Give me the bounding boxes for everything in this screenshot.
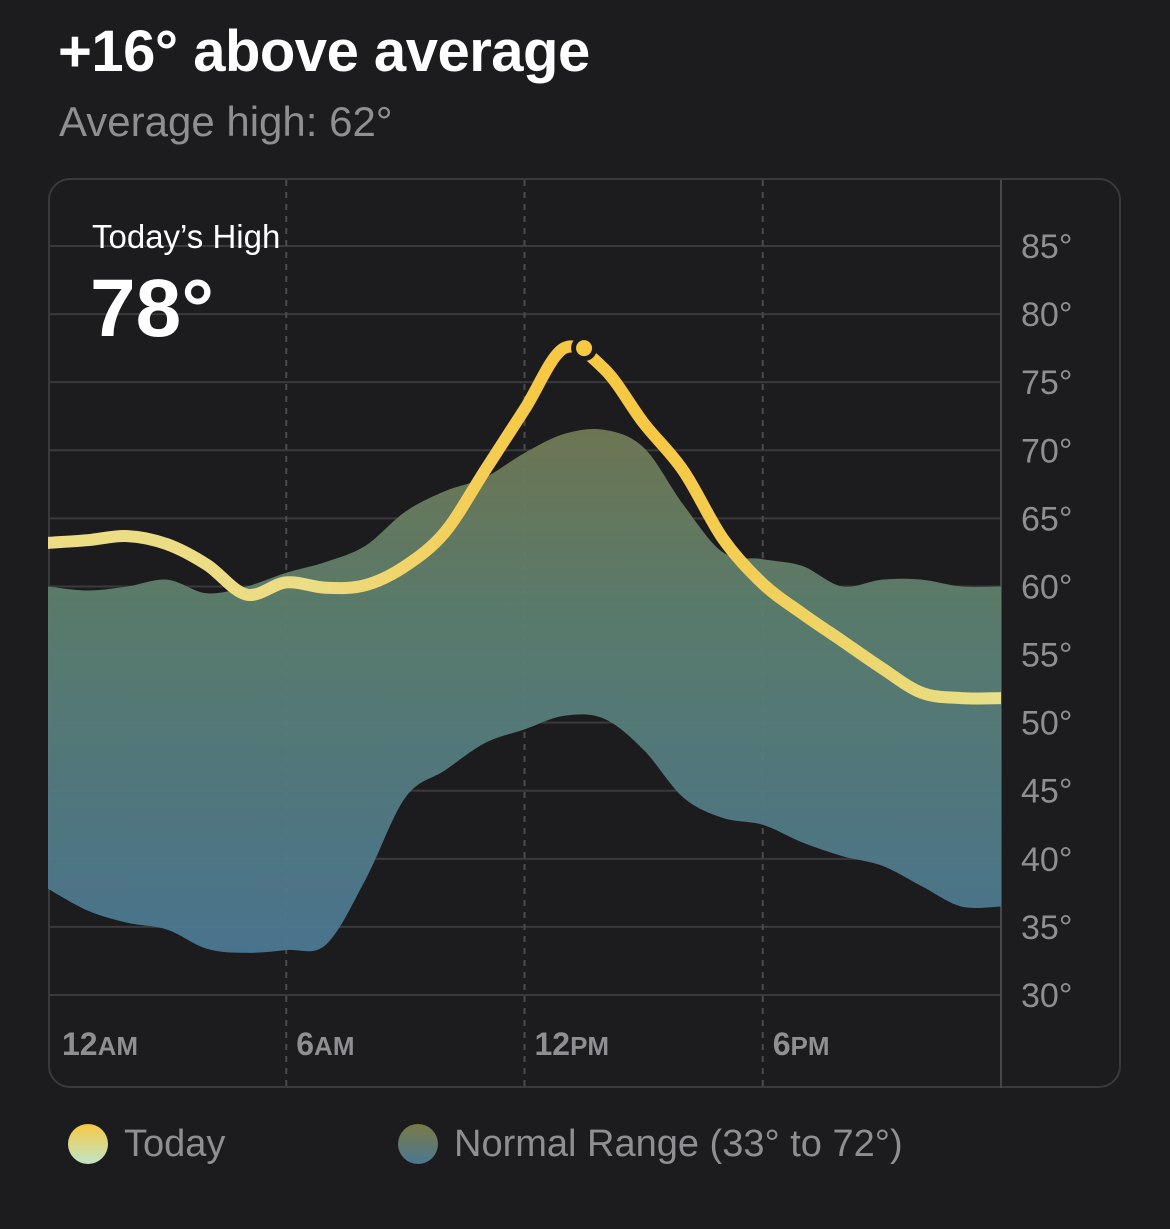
y-tick-label: 50° [1021, 705, 1072, 743]
todays-high-label: Today’s High [92, 218, 281, 255]
y-tick-label: 45° [1021, 773, 1072, 811]
y-tick-label: 80° [1021, 296, 1072, 334]
peak-marker-dot [576, 340, 593, 357]
legend-today-label: Today [124, 1122, 226, 1165]
normal-range-swatch-icon [398, 1124, 438, 1164]
today-swatch-icon [68, 1124, 108, 1164]
y-tick-label: 85° [1021, 228, 1072, 266]
y-tick-label: 30° [1021, 977, 1072, 1015]
normal-range-band [48, 428, 1001, 953]
average-high-label: Average high: 62° [59, 98, 393, 145]
y-tick-label: 75° [1021, 364, 1072, 402]
legend-today: Today [68, 1116, 225, 1172]
x-tick-label: 12PM [535, 1026, 610, 1062]
y-tick-label: 65° [1021, 500, 1072, 538]
x-tick-label: 12AM [62, 1026, 138, 1062]
today-temperature-line [48, 340, 1001, 705]
y-axis: 85° 80° 75° 70° 65° 60° 55° 50° 45° 40° 35° 30° [1021, 228, 1072, 1015]
y-tick-label: 40° [1021, 841, 1072, 879]
y-tick-label: 55° [1021, 637, 1072, 675]
headline: +16° above average [58, 19, 590, 84]
todays-high-value: 78° [90, 263, 215, 354]
x-tick-label: 6PM [773, 1026, 830, 1062]
y-tick-label: 70° [1021, 432, 1072, 470]
x-axis: 12AM 6AM 12PM 6PM [62, 1026, 830, 1062]
x-tick-label: 6AM [296, 1026, 354, 1062]
normal-range-area [48, 428, 1001, 953]
y-tick-label: 35° [1021, 909, 1072, 947]
y-tick-label: 60° [1021, 568, 1072, 606]
legend-normal-range-label: Normal Range (33° to 72°) [454, 1122, 903, 1165]
today-line [48, 335, 1001, 705]
legend-normal-range: Normal Range (33° to 72°) [398, 1116, 903, 1172]
